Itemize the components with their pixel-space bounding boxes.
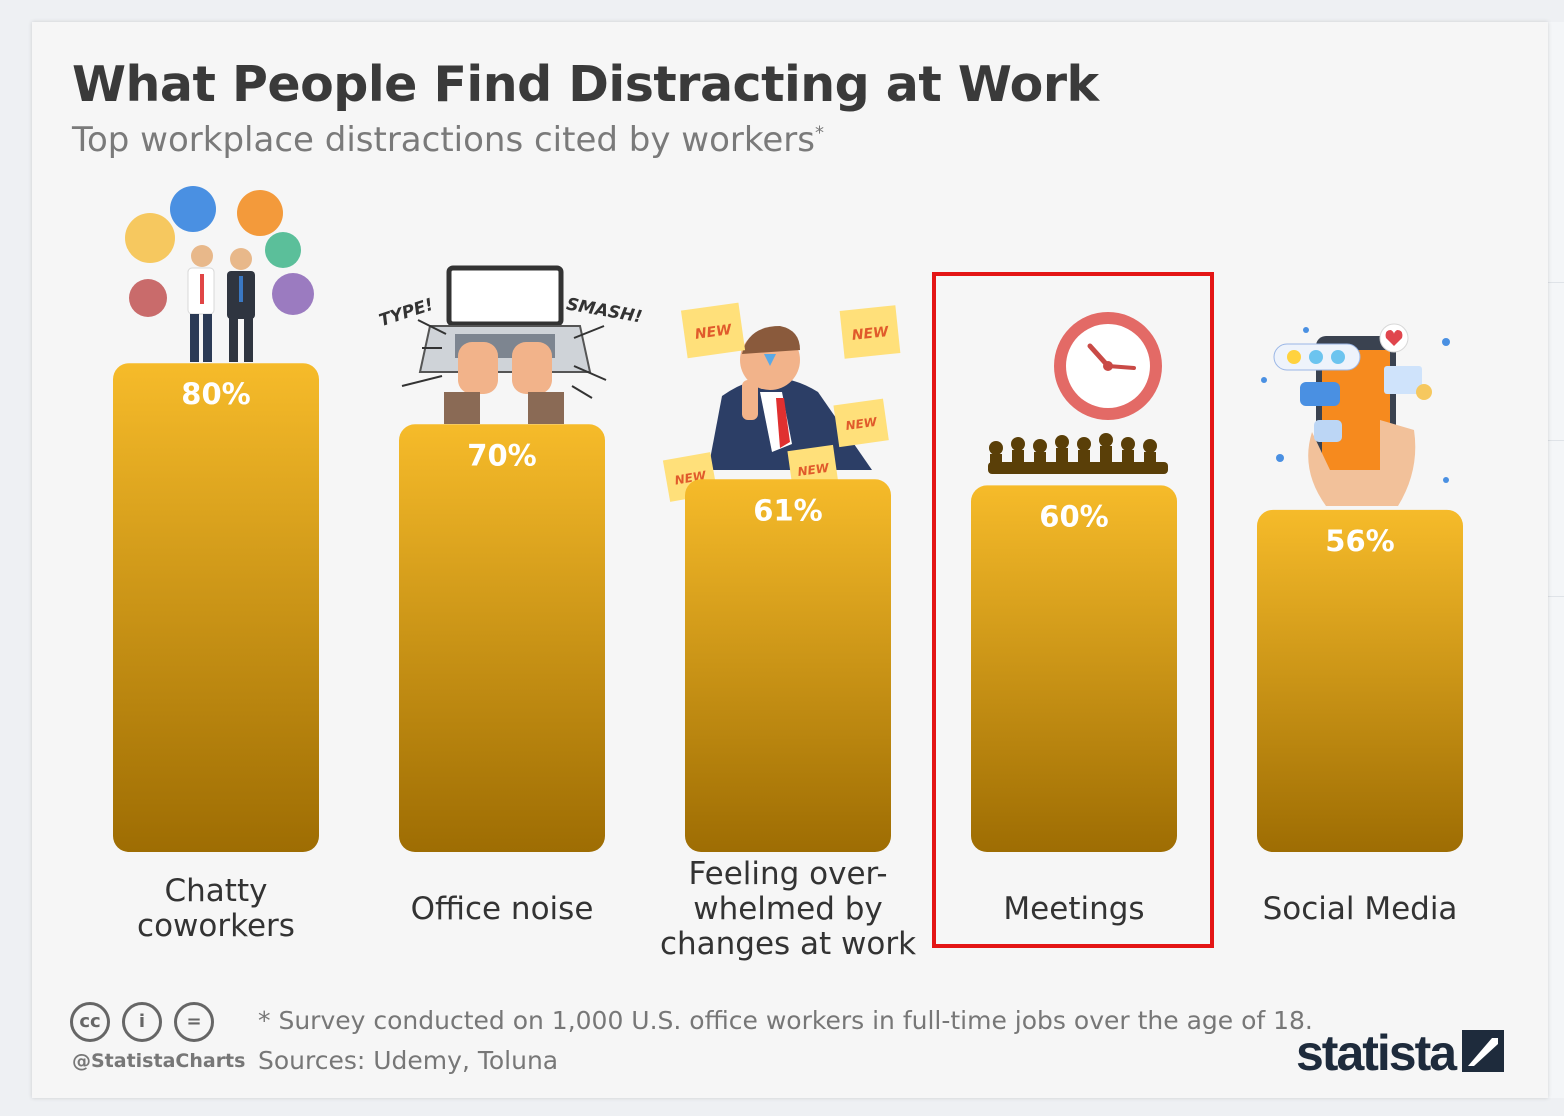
page-edge [1548,22,1564,1098]
bar-value-label: 80% [181,377,250,411]
meeting-clock-illustration [988,312,1168,474]
meetings-highlight-box[interactable] [932,272,1214,948]
statista-logo-icon[interactable] [1462,1030,1504,1072]
bar-2 [399,424,605,852]
statista-logo[interactable]: statista [1296,1025,1457,1081]
category-label: Meetings [1003,891,1145,927]
laptop-typing-illustration: TYPE! SMASH! [377,265,644,424]
chart-subtitle: Top workplace distractions cited by work… [72,120,824,160]
sources-line: Sources: Udemy, Toluna [258,1046,559,1075]
category-label: Office noise [410,891,594,927]
license-badges[interactable]: cc i = [70,1002,220,1048]
category-label: Chatty coworkers [137,873,295,944]
subtitle-footnote-marker: * [814,122,824,144]
type-word: TYPE! [377,295,436,331]
category-label: Social Media [1262,891,1458,927]
attribution-icon[interactable]: i [122,1002,162,1042]
edge-divider [1548,282,1564,283]
sticky-note-text: NEW [851,324,890,344]
bars: 80% 70% 61% 60% 56% [113,363,1463,852]
sticky-note-text: NEW [845,415,879,433]
edge-divider [1548,440,1564,441]
bar-3 [685,479,891,852]
bar-value-label: 61% [753,493,822,527]
twitter-handle[interactable]: @StatistaCharts [72,1050,246,1072]
cc-icon[interactable]: cc [70,1002,110,1042]
no-derivatives-icon[interactable]: = [174,1002,214,1042]
sticky-note-text: NEW [694,322,733,343]
bar-value-label: 70% [467,438,536,472]
chatty-coworkers-illustration [125,186,314,362]
bar-1 [113,363,319,852]
chart-title: What People Find Distracting at Work [72,56,1099,113]
overwhelmed-worker-illustration: NEW NEW NEW NEW NEW [662,302,901,502]
survey-footnote: * Survey conducted on 1,000 U.S. office … [258,1006,1313,1035]
bar-value-label: 56% [1325,524,1394,558]
smash-word: SMASH! [565,295,644,328]
smartphone-social-illustration [1261,323,1450,506]
bar-5 [1257,509,1463,852]
subtitle-text: Top workplace distractions cited by work… [72,120,815,160]
sticky-note-text: NEW [797,461,831,479]
category-label: Feeling over- whelmed by changes at work [659,856,917,962]
edge-divider [1548,596,1564,597]
bar-value-label: 60% [1039,499,1108,533]
bar-4 [971,485,1177,852]
